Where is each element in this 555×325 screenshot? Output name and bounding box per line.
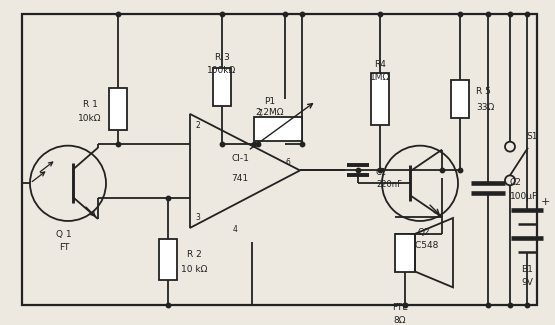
Text: 7: 7	[258, 110, 263, 118]
Text: +: +	[541, 197, 549, 207]
Text: P1: P1	[264, 97, 276, 106]
Text: 100kΩ: 100kΩ	[208, 66, 236, 75]
Text: 1MΩ: 1MΩ	[370, 73, 390, 82]
Text: FTE: FTE	[392, 303, 408, 312]
Text: BC548: BC548	[410, 241, 438, 250]
Text: 100μF: 100μF	[510, 192, 538, 201]
Text: R 3: R 3	[215, 53, 229, 62]
Text: Q 1: Q 1	[56, 230, 72, 239]
Text: C2: C2	[510, 178, 522, 187]
Text: 4: 4	[233, 225, 238, 234]
Text: CI-1: CI-1	[231, 154, 249, 163]
Bar	[371, 73, 389, 125]
Bar	[254, 117, 302, 141]
Text: Q2: Q2	[418, 228, 430, 237]
Bar	[451, 80, 469, 118]
Text: S1: S1	[526, 132, 537, 141]
Text: FT: FT	[59, 243, 69, 252]
Text: 9V: 9V	[521, 278, 533, 287]
Text: 6: 6	[286, 158, 290, 167]
Text: 33Ω: 33Ω	[476, 102, 495, 111]
Text: C1: C1	[376, 168, 387, 177]
Bar	[395, 234, 415, 271]
Text: R 2: R 2	[186, 250, 201, 259]
Text: 2,2MΩ: 2,2MΩ	[256, 109, 284, 117]
Text: 8Ω: 8Ω	[393, 316, 406, 325]
Bar	[109, 88, 127, 130]
Text: 2: 2	[195, 121, 200, 130]
Text: 10kΩ: 10kΩ	[78, 114, 102, 124]
Text: 3: 3	[195, 214, 200, 223]
Text: 220nF: 220nF	[376, 180, 402, 189]
Text: 741: 741	[231, 174, 249, 183]
Text: R 5: R 5	[476, 87, 491, 96]
Text: 10 kΩ: 10 kΩ	[181, 265, 207, 274]
Bar	[159, 239, 177, 280]
Bar	[213, 68, 231, 106]
Text: R4: R4	[374, 60, 386, 69]
Text: R 1: R 1	[83, 99, 98, 109]
Text: B1: B1	[521, 265, 533, 274]
